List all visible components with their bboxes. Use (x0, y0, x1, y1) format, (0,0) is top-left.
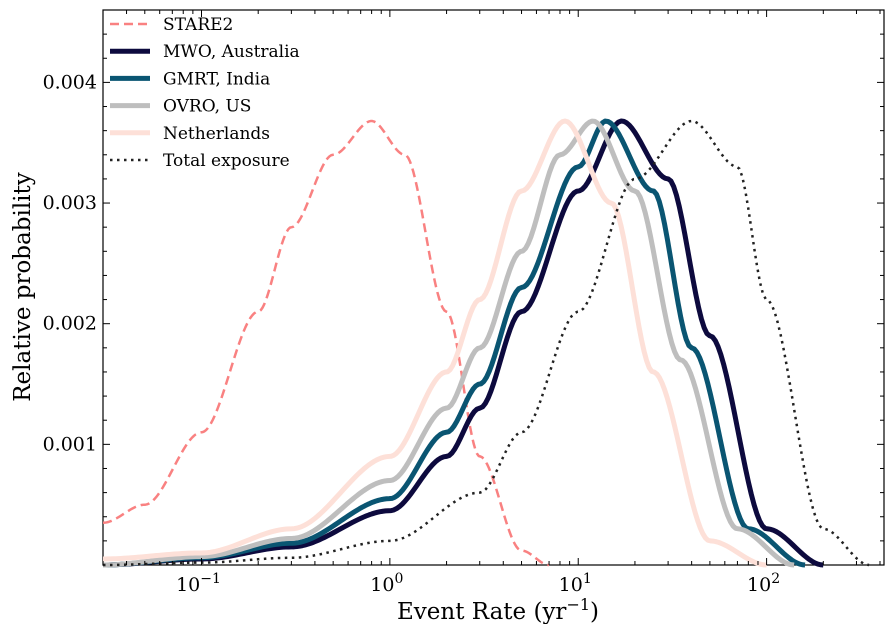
y-tick-label: 0.002 (43, 313, 97, 335)
legend-label-4: Netherlands (163, 124, 270, 144)
plot-area (102, 9, 885, 566)
y-axis-title: Relative probability (10, 172, 36, 402)
y-tick-label: 0.003 (43, 192, 97, 214)
legend-label-5: Total exposure (163, 151, 290, 171)
series-line-5 (102, 119, 870, 567)
x-tick-label: 102 (747, 571, 780, 596)
legend-label-0: STARE2 (163, 15, 233, 35)
legend-label-2: GMRT, India (163, 69, 270, 89)
series-line-2 (102, 118, 806, 568)
series-line-0 (102, 119, 550, 567)
x-axis-title: Event Rate (yr−1) (397, 595, 599, 624)
x-tick-label: 100 (370, 571, 403, 596)
y-tick-label: 0.004 (43, 71, 97, 93)
ticks-layer: 0.001 0.002 0.003 0.004 10−1 100 101 102 (43, 10, 884, 596)
series-line-3 (102, 118, 795, 568)
x-tick-label: 101 (559, 571, 592, 596)
series-line-4 (102, 118, 767, 568)
legend-label-3: OVRO, US (163, 97, 251, 117)
legend-label-1: MWO, Australia (163, 42, 300, 62)
plot-frame (102, 9, 885, 566)
series-layer (102, 118, 870, 568)
y-tick-label: 0.001 (43, 433, 97, 455)
legend: STARE2 MWO, Australia GMRT, India OVRO, US N… (110, 15, 300, 171)
x-tick-label: 10−1 (176, 571, 221, 596)
